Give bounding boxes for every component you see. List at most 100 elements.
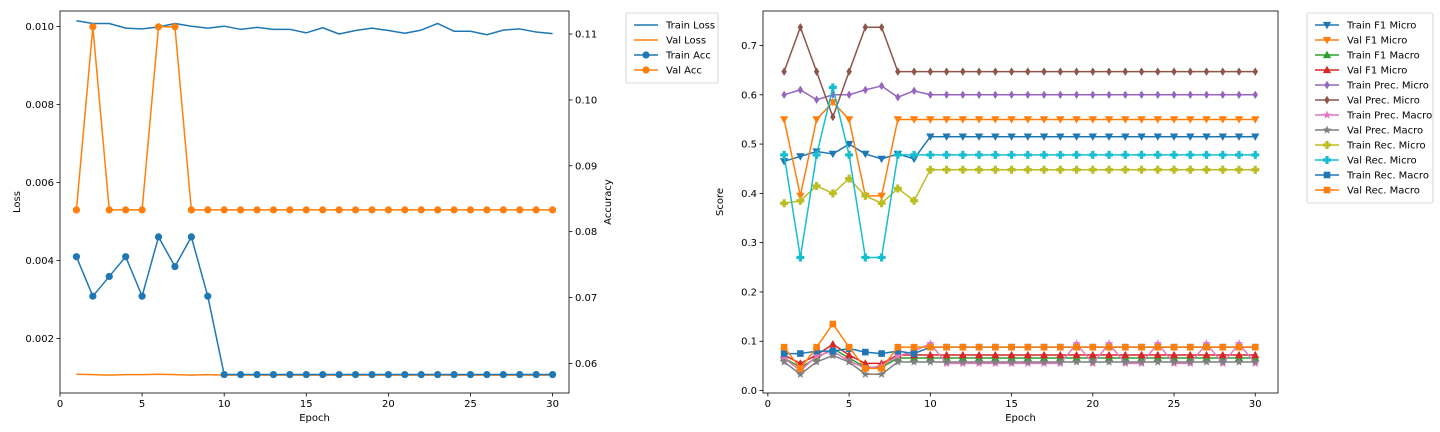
data-point <box>1057 343 1064 351</box>
x-axis: 0 5 10 15 20 25 30 Epoch <box>57 393 559 424</box>
data-point <box>925 339 935 348</box>
series-val-prec-macro <box>779 350 1260 378</box>
data-point <box>1040 150 1049 159</box>
series-val-prec-micro <box>781 23 1258 122</box>
legend-label: Train F1 Micro <box>1346 21 1416 32</box>
data-point <box>781 90 787 99</box>
data-point <box>974 350 984 359</box>
data-point <box>1040 165 1049 174</box>
data-point <box>450 206 458 214</box>
data-point <box>1072 339 1081 348</box>
data-point <box>286 206 294 214</box>
legend-swatch-marker <box>1323 171 1331 179</box>
legend-swatch-marker <box>1322 125 1332 134</box>
y-tick-label: 0.5 <box>741 140 757 151</box>
data-point <box>893 351 903 360</box>
data-point <box>1251 343 1259 351</box>
legend-item-train-loss: Train Loss <box>634 21 715 32</box>
data-point <box>1137 116 1146 124</box>
data-point <box>532 370 540 379</box>
data-point <box>991 165 1000 174</box>
data-point <box>171 262 179 271</box>
legend-box <box>625 12 719 84</box>
data-point <box>829 347 837 355</box>
data-point <box>862 85 869 95</box>
series-train-acc <box>72 233 557 379</box>
data-point <box>910 343 918 351</box>
data-point <box>434 206 442 214</box>
data-point <box>780 150 789 159</box>
legend-item-val-rec-micro: Val Rec. Micro <box>1315 156 1417 167</box>
data-point <box>1073 343 1080 351</box>
data-point <box>237 370 245 379</box>
y-tick-label: 0.1 <box>741 337 757 348</box>
data-point <box>812 181 821 190</box>
data-point <box>1218 350 1227 359</box>
data-point <box>1171 67 1177 76</box>
data-point <box>1088 116 1097 124</box>
x-tick-label: 5 <box>139 399 145 410</box>
legend-swatch-marker <box>1322 36 1332 45</box>
data-point <box>1024 343 1032 351</box>
data-point <box>926 165 935 174</box>
data-point <box>796 196 805 205</box>
data-point <box>1170 150 1179 159</box>
series-train-f1-micro <box>779 133 1260 166</box>
data-point <box>1023 165 1032 174</box>
data-point <box>878 350 885 357</box>
y2-tick-label: 0.07 <box>575 293 597 304</box>
data-point <box>844 116 854 124</box>
data-point <box>960 67 966 76</box>
data-point <box>910 150 919 159</box>
legend-item-train-prec-macro: Train Prec. Macro <box>1315 110 1432 122</box>
data-point <box>368 370 376 379</box>
data-point <box>910 350 918 357</box>
data-point <box>253 206 261 214</box>
legend-swatch-marker <box>642 51 650 59</box>
data-point <box>187 206 195 214</box>
data-point <box>1251 133 1260 141</box>
data-point <box>1106 67 1112 76</box>
data-point <box>911 67 917 76</box>
data-point <box>122 206 130 214</box>
series-line-val-f1-micro <box>783 101 1256 197</box>
data-point <box>1234 350 1244 359</box>
x-tick-label: 10 <box>218 399 231 410</box>
data-point <box>1120 357 1130 366</box>
data-point <box>138 206 146 214</box>
y-axis: 0.0 0.1 0.2 0.3 0.4 0.5 0.6 0.7 Score <box>715 41 763 397</box>
legend-label: Val F1 Micro <box>1347 36 1407 47</box>
y-tick-label: 0.008 <box>25 100 54 111</box>
data-point <box>975 150 984 159</box>
data-point <box>1153 339 1163 348</box>
data-point <box>1153 357 1163 366</box>
legend-item-val-loss: Val Loss <box>634 36 706 47</box>
legend-item-val-f1-micro: Val F1 Micro <box>1315 36 1407 47</box>
data-point <box>1055 357 1065 366</box>
y-tick-label: 0.004 <box>25 256 54 267</box>
data-point <box>1088 357 1098 366</box>
legend: Train F1 Micro Val F1 Micro Train F1 Macro… <box>1306 12 1434 204</box>
legend-swatch-marker <box>1322 21 1332 30</box>
data-point <box>1057 90 1064 99</box>
data-point <box>499 370 507 379</box>
series-train-prec-micro <box>781 81 1258 104</box>
data-point <box>958 165 967 174</box>
data-point <box>1105 150 1114 159</box>
data-point <box>909 155 919 164</box>
data-point <box>846 67 852 76</box>
data-point <box>1008 90 1015 99</box>
data-point <box>1220 90 1226 99</box>
data-point <box>796 192 805 201</box>
x-axis-title: Epoch <box>299 413 330 424</box>
data-point <box>862 23 869 32</box>
data-point <box>1039 350 1049 359</box>
data-point <box>1235 343 1243 351</box>
data-point <box>1089 343 1097 351</box>
data-point <box>943 67 950 76</box>
legend-swatch-marker <box>1322 50 1332 59</box>
data-point <box>975 165 984 174</box>
series-layer <box>779 23 1260 378</box>
data-point <box>154 23 163 31</box>
data-point <box>269 370 278 379</box>
